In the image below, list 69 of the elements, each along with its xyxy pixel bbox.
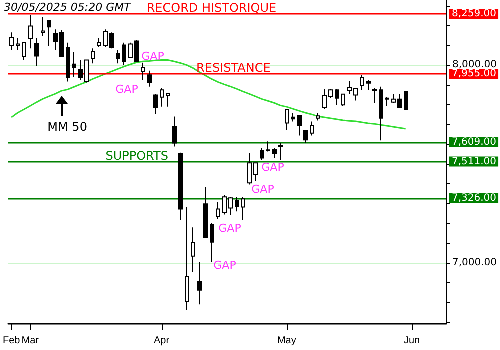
text: 7,511.00	[452, 156, 497, 168]
candlestick	[241, 197, 245, 221]
candlestick	[385, 96, 389, 107]
annotation: GAP	[252, 183, 275, 196]
candlestick	[272, 148, 277, 159]
candlestick	[147, 70, 152, 88]
candlestick	[235, 197, 239, 212]
x-tick-label: Apr	[154, 336, 170, 346]
annotation: GAP	[214, 259, 237, 272]
x-tick-label: Mar	[22, 336, 40, 346]
candlestick	[285, 110, 289, 130]
text: 7,955.00	[452, 68, 497, 80]
candlestick	[297, 114, 302, 136]
candlestick	[278, 142, 283, 161]
chart-title: 30/05/2025 05:20 GMT	[4, 1, 132, 14]
text: 7,609.00	[452, 136, 497, 148]
line-series	[10, 60, 407, 130]
ref-line-label: RECORD HISTORIQUE	[146, 1, 277, 16]
candlestick	[372, 88, 377, 104]
candlestick	[9, 32, 14, 51]
ref-line-label: SUPPORTS	[106, 148, 168, 163]
candlestick	[191, 227, 195, 273]
candlestick	[141, 62, 145, 81]
candlestick	[316, 112, 320, 122]
candlestick	[210, 222, 214, 263]
candlestick	[404, 91, 408, 110]
candlestick	[91, 48, 95, 64]
candlestick	[72, 51, 76, 78]
x-tick-label: Feb	[2, 336, 21, 346]
candlestick	[291, 112, 295, 122]
candlestick	[166, 92, 170, 108]
y-tick-label: 7,000.00	[452, 257, 497, 268]
candlestick	[116, 50, 120, 64]
candlestick	[172, 116, 177, 148]
candlestick	[303, 129, 308, 144]
candlestick	[41, 16, 45, 36]
annotation: GAP	[262, 161, 285, 174]
series-label: MM 50	[48, 120, 88, 134]
candlestick	[360, 74, 364, 91]
candlestick	[178, 152, 183, 221]
annotation: GAP	[142, 50, 165, 63]
x-tick-label: Jun	[404, 336, 420, 346]
x-tick-label: May	[277, 336, 296, 346]
candlestick	[366, 80, 371, 91]
candlestick	[160, 88, 164, 108]
annotation: GAP	[218, 222, 242, 235]
candlestick	[197, 262, 202, 306]
candlestick	[379, 86, 383, 142]
candlestick	[97, 38, 101, 48]
candlestick	[203, 186, 208, 239]
candlestick	[335, 88, 339, 106]
candlestick	[22, 42, 26, 61]
candlestick	[153, 94, 158, 114]
candlestick	[266, 141, 270, 152]
ref-line-label: RESISTANCE	[196, 61, 271, 76]
candlestick	[47, 20, 51, 47]
candlestick	[260, 148, 264, 161]
candlestick	[185, 206, 189, 311]
text: 7,326.00	[452, 192, 497, 204]
text: 8,259.00	[452, 8, 497, 20]
candlestick	[66, 42, 70, 82]
candlestick	[310, 121, 314, 136]
candlestick	[122, 42, 126, 66]
candlestick	[28, 14, 33, 50]
candlestick	[34, 38, 39, 66]
annotation: GAP	[116, 83, 139, 96]
candlestick	[216, 202, 220, 220]
candlestick	[341, 94, 345, 107]
candlestick	[16, 38, 20, 51]
